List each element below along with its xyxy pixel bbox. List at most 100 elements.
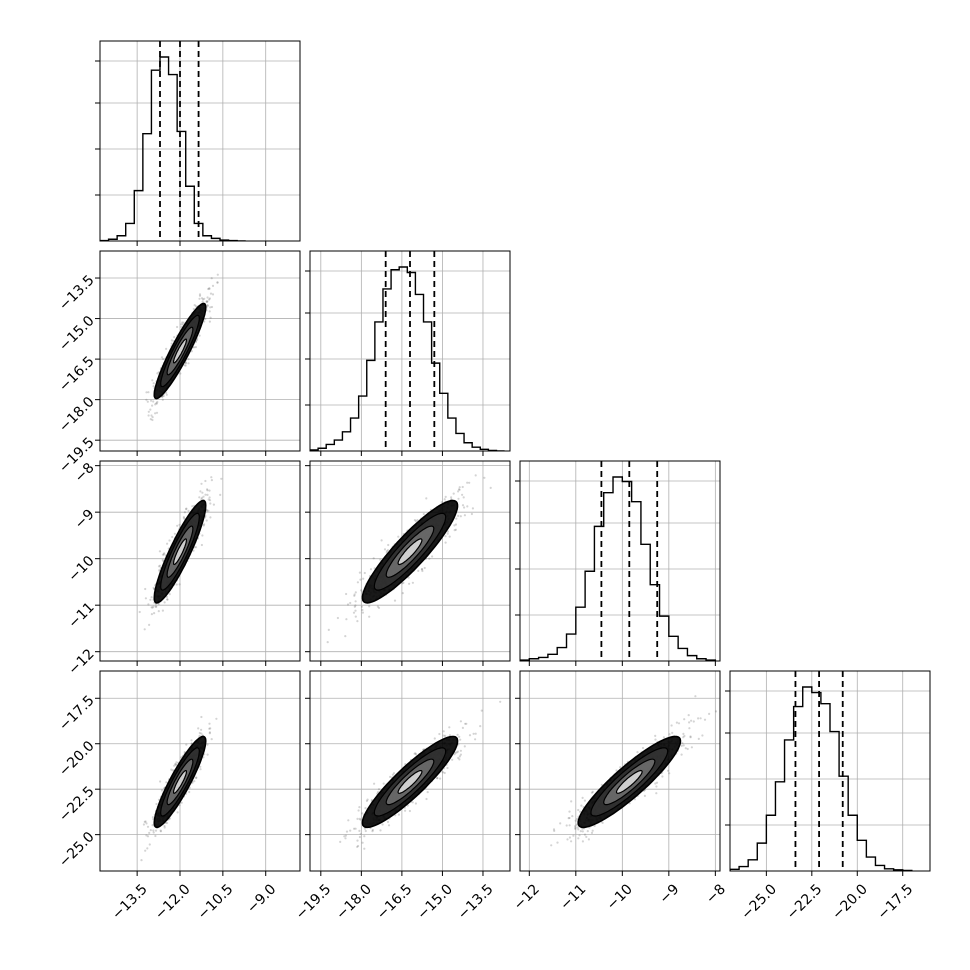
sample-point [193,780,196,783]
sample-point [448,726,451,729]
sample-point [209,516,212,519]
sample-point [689,735,692,738]
y-tick-label: −16.5 [56,353,98,395]
sample-point [168,593,171,596]
y-tick-label: −11 [65,600,97,632]
x-tick-label: −15.0 [414,881,456,923]
sample-point [155,605,158,608]
sample-point [466,505,469,508]
panel-2-1 [305,460,511,666]
sample-point [171,535,174,539]
sample-point [661,775,664,778]
sample-point [363,847,366,850]
sample-point [454,528,457,531]
sample-point [389,775,392,778]
sample-point [198,334,201,337]
sample-point [144,597,147,600]
sample-point [156,372,159,375]
sample-point [459,753,462,756]
sample-point [442,734,445,737]
sample-point [421,569,424,573]
sample-point [154,829,158,832]
sample-point [161,558,164,562]
sample-point [363,827,367,830]
sample-point [216,281,219,284]
sample-point [358,806,361,809]
sample-point [155,402,158,405]
sample-point [206,493,209,496]
sample-point [170,768,173,771]
sample-point [198,297,201,300]
sample-point [345,592,348,596]
sample-point [344,635,347,638]
sample-point [442,730,445,733]
sample-point [165,781,168,784]
sample-point [581,796,584,799]
sample-point [176,811,179,814]
sample-point [168,539,171,542]
sample-point [173,336,176,339]
sample-point [326,641,329,644]
sample-point [201,491,204,494]
x-tick-label: −13.5 [109,881,151,923]
sample-point [692,720,695,723]
sample-point [354,591,357,594]
sample-point [356,817,359,820]
sample-point [146,847,149,850]
sample-point [202,495,205,498]
sample-point [413,752,416,755]
sample-point [206,753,209,756]
sample-point [208,499,212,502]
sample-point [208,722,211,725]
sample-point [454,751,457,754]
sample-point [499,700,502,703]
sample-point [157,565,161,568]
sample-point [147,603,150,606]
sample-point [353,594,356,597]
sample-point [436,776,439,780]
sample-point [175,761,178,764]
sample-point [401,592,404,595]
sample-point [480,709,483,712]
sample-point [148,831,151,834]
sample-point [195,776,198,780]
sample-point [457,756,460,760]
contour-level-3 [173,538,187,566]
sample-point [358,835,361,839]
sample-point [144,849,147,852]
sample-point [420,568,424,571]
y-tick-label: −25.0 [56,829,98,871]
sample-point [199,490,202,493]
sample-point [451,758,454,761]
sample-point [459,749,462,752]
sample-point [200,496,204,499]
sample-point [161,609,164,612]
sample-point [151,404,154,407]
y-tick-label: −12 [65,646,97,678]
sample-point [149,418,152,421]
sample-point [448,535,451,538]
sample-point [187,509,190,512]
sample-point [208,298,211,301]
sample-point [192,307,195,311]
sample-point [703,718,707,721]
sample-point [149,408,152,411]
sample-point [163,552,166,555]
panel-3-2: −12 −11 −10 −9 −8 [511,670,729,914]
sample-point [173,532,176,535]
sample-point [414,802,417,805]
sample-point [366,798,369,801]
scatter-3-1 [339,700,502,850]
sample-point [170,339,173,342]
sample-point [150,399,153,402]
sample-point [379,558,382,561]
sample-point [206,489,209,492]
x-tick-label: −18.0 [333,881,375,923]
sample-point [190,739,193,742]
sample-point [363,835,366,838]
panel-3-1: −19.5−18.0−16.5−15.0−13.5 [293,670,511,923]
sample-point [211,284,215,287]
sample-point [466,481,469,484]
sample-point [165,595,168,598]
sample-point [370,798,373,802]
